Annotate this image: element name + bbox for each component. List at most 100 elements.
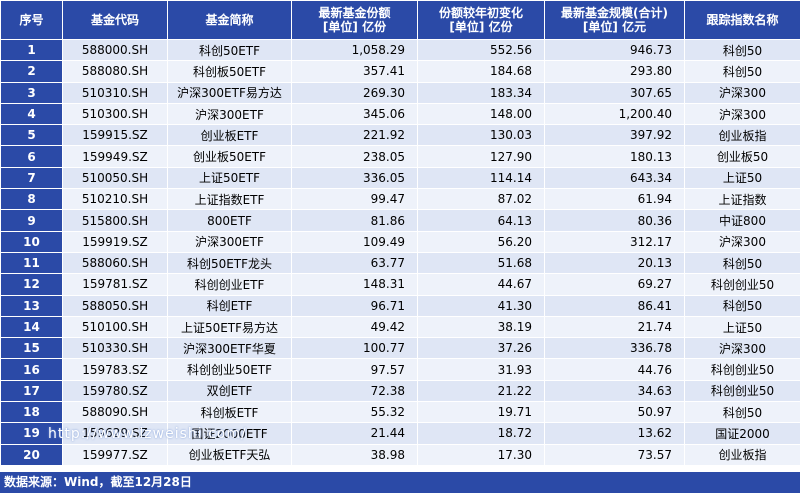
fund-name-cell: 沪深300ETF bbox=[167, 230, 292, 253]
scale-cell: 34.63 bbox=[544, 379, 685, 403]
change-cell: 148.00 bbox=[417, 102, 545, 126]
table-row: 2 588080.SH 科创板50ETF 357.41 184.68 293.80 科创50 bbox=[0, 60, 800, 83]
index-name-cell: 科创创业50 bbox=[684, 273, 800, 296]
header-change: 份额较年初变化 [单位] 亿份 bbox=[417, 0, 545, 40]
fund-code-cell: 159781.SZ bbox=[62, 273, 168, 296]
fund-name-cell: 上证50ETF易方达 bbox=[167, 315, 292, 339]
header-code: 基金代码 bbox=[62, 0, 168, 40]
shares-cell: 336.05 bbox=[291, 166, 418, 190]
change-cell: 184.68 bbox=[417, 60, 545, 83]
fund-code-cell: 510310.SH bbox=[62, 81, 168, 104]
row-index: 8 bbox=[0, 188, 63, 211]
header-shares-line2: [单位] 亿份 bbox=[322, 20, 387, 34]
scale-cell: 336.78 bbox=[544, 337, 685, 360]
shares-cell: 238.05 bbox=[291, 145, 418, 168]
change-cell: 18.72 bbox=[417, 422, 545, 445]
table-row: 17 159780.SZ 双创ETF 72.38 21.22 34.63 科创创业50 bbox=[0, 379, 800, 403]
row-index: 7 bbox=[0, 166, 63, 190]
row-index: 14 bbox=[0, 315, 63, 339]
table-row: 4 510300.SH 沪深300ETF 345.06 148.00 1,200.40 沪深… bbox=[0, 102, 800, 126]
shares-cell: 81.86 bbox=[291, 209, 418, 232]
fund-name-cell: 科创板ETF bbox=[167, 401, 292, 424]
table-row: 11 588060.SH 科创50ETF龙头 63.77 51.68 20.13 科创50 bbox=[0, 251, 800, 275]
etf-table: 序号 基金代码 基金简称 最新基金份额 [单位] 亿份 份额较年初变化 [单位]… bbox=[0, 0, 800, 466]
table-row: 12 159781.SZ 科创创业ETF 148.31 44.67 69.27 科创创业50 bbox=[0, 273, 800, 296]
table-row: 10 159919.SZ 沪深300ETF 109.49 56.20 312.17 沪深30… bbox=[0, 230, 800, 253]
table-row: 19 159629.SZ 国证2000ETF 21.44 18.72 13.62 国证200… bbox=[0, 422, 800, 445]
index-name-cell: 国证2000 bbox=[684, 422, 800, 445]
scale-cell: 1,200.40 bbox=[544, 102, 685, 126]
row-index: 13 bbox=[0, 294, 63, 317]
scale-cell: 307.65 bbox=[544, 81, 685, 104]
shares-cell: 100.77 bbox=[291, 337, 418, 360]
shares-cell: 55.32 bbox=[291, 401, 418, 424]
index-name-cell: 创业板指 bbox=[684, 124, 800, 147]
fund-code-cell: 159977.SZ bbox=[62, 443, 168, 466]
scale-cell: 180.13 bbox=[544, 145, 685, 168]
shares-cell: 96.71 bbox=[291, 294, 418, 317]
row-index: 3 bbox=[0, 81, 63, 104]
scale-cell: 50.97 bbox=[544, 401, 685, 424]
row-index: 18 bbox=[0, 401, 63, 424]
table-row: 6 159949.SZ 创业板50ETF 238.05 127.90 180.13 创业板5… bbox=[0, 145, 800, 168]
index-name-cell: 中证800 bbox=[684, 209, 800, 232]
fund-name-cell: 沪深300ETF bbox=[167, 102, 292, 126]
shares-cell: 1,058.29 bbox=[291, 38, 418, 62]
fund-code-cell: 159780.SZ bbox=[62, 379, 168, 403]
fund-name-cell: 双创ETF bbox=[167, 379, 292, 403]
change-cell: 21.22 bbox=[417, 379, 545, 403]
row-index: 4 bbox=[0, 102, 63, 126]
data-source-footer: 数据来源：Wind，截至12月28日 bbox=[0, 472, 800, 493]
fund-name-cell: 科创50ETF龙头 bbox=[167, 251, 292, 275]
shares-cell: 345.06 bbox=[291, 102, 418, 126]
change-cell: 87.02 bbox=[417, 188, 545, 211]
fund-name-cell: 沪深300ETF华夏 bbox=[167, 337, 292, 360]
scale-cell: 69.27 bbox=[544, 273, 685, 296]
fund-name-cell: 科创创业ETF bbox=[167, 273, 292, 296]
row-index: 12 bbox=[0, 273, 63, 296]
fund-name-cell: 科创50ETF bbox=[167, 38, 292, 62]
scale-cell: 946.73 bbox=[544, 38, 685, 62]
index-name-cell: 科创创业50 bbox=[684, 358, 800, 381]
fund-code-cell: 159629.SZ bbox=[62, 422, 168, 445]
table-body: 1 588000.SH 科创50ETF 1,058.29 552.56 946.73 科创5… bbox=[0, 38, 800, 466]
row-index: 19 bbox=[0, 422, 63, 445]
fund-code-cell: 515800.SH bbox=[62, 209, 168, 232]
change-cell: 64.13 bbox=[417, 209, 545, 232]
table-row: 20 159977.SZ 创业板ETF天弘 38.98 17.30 73.57 创业板指 bbox=[0, 443, 800, 466]
shares-cell: 72.38 bbox=[291, 379, 418, 403]
change-cell: 127.90 bbox=[417, 145, 545, 168]
index-name-cell: 沪深300 bbox=[684, 337, 800, 360]
fund-code-cell: 588050.SH bbox=[62, 294, 168, 317]
scale-cell: 86.41 bbox=[544, 294, 685, 317]
table-row: 14 510100.SH 上证50ETF易方达 49.42 38.19 21.74 上证50 bbox=[0, 315, 800, 339]
fund-name-cell: 创业板50ETF bbox=[167, 145, 292, 168]
index-name-cell: 科创创业50 bbox=[684, 379, 800, 403]
fund-name-cell: 创业板ETF bbox=[167, 124, 292, 147]
fund-code-cell: 510330.SH bbox=[62, 337, 168, 360]
fund-name-cell: 上证50ETF bbox=[167, 166, 292, 190]
change-cell: 41.30 bbox=[417, 294, 545, 317]
change-cell: 38.19 bbox=[417, 315, 545, 339]
index-name-cell: 科创50 bbox=[684, 251, 800, 275]
shares-cell: 221.92 bbox=[291, 124, 418, 147]
table-row: 7 510050.SH 上证50ETF 336.05 114.14 643.34 上证50 bbox=[0, 166, 800, 190]
fund-code-cell: 588080.SH bbox=[62, 60, 168, 83]
change-cell: 31.93 bbox=[417, 358, 545, 381]
header-idx: 序号 bbox=[0, 0, 63, 40]
change-cell: 114.14 bbox=[417, 166, 545, 190]
fund-name-cell: 创业板ETF天弘 bbox=[167, 443, 292, 466]
scale-cell: 643.34 bbox=[544, 166, 685, 190]
shares-cell: 99.47 bbox=[291, 188, 418, 211]
table-row: 15 510330.SH 沪深300ETF华夏 100.77 37.26 336.78 沪深… bbox=[0, 337, 800, 360]
table-row: 9 515800.SH 800ETF 81.86 64.13 80.36 中证800 bbox=[0, 209, 800, 232]
index-name-cell: 沪深300 bbox=[684, 102, 800, 126]
fund-code-cell: 510300.SH bbox=[62, 102, 168, 126]
fund-code-cell: 510050.SH bbox=[62, 166, 168, 190]
table-row: 16 159783.SZ 科创创业50ETF 97.57 31.93 44.76 科创创业5… bbox=[0, 358, 800, 381]
fund-name-cell: 800ETF bbox=[167, 209, 292, 232]
index-name-cell: 沪深300 bbox=[684, 230, 800, 253]
change-cell: 51.68 bbox=[417, 251, 545, 275]
fund-code-cell: 159783.SZ bbox=[62, 358, 168, 381]
